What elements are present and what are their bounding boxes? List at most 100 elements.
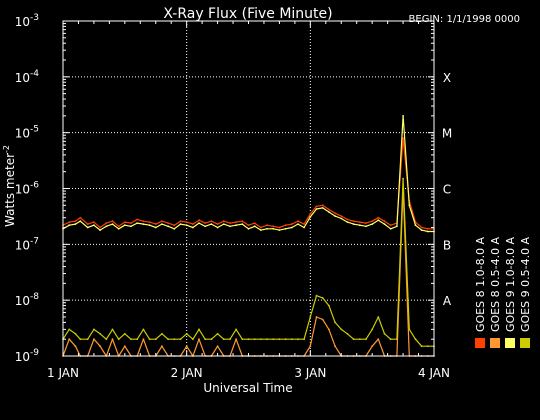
flare-class-label: A xyxy=(443,294,452,308)
series-point xyxy=(272,338,275,341)
series-point xyxy=(142,220,145,223)
series-point xyxy=(396,225,398,228)
series-point xyxy=(260,226,262,229)
flare-class-axis: A B C M X xyxy=(442,71,452,308)
series-point xyxy=(371,328,374,331)
series-point xyxy=(123,221,126,224)
series-point xyxy=(402,115,404,117)
legend-swatch xyxy=(505,338,515,348)
series-point xyxy=(328,211,330,213)
series-point xyxy=(198,222,200,225)
series-point xyxy=(229,222,231,225)
y-tick-label-exponent: -5 xyxy=(30,125,39,135)
y-tick-label-base: 10 xyxy=(15,183,30,197)
series-point xyxy=(402,137,404,140)
series-point xyxy=(272,227,275,230)
series-point xyxy=(371,345,374,348)
series-point xyxy=(86,226,89,229)
series-point xyxy=(130,338,132,341)
series-point xyxy=(142,328,145,331)
y-axis: 10-910-810-710-610-510-410-3 xyxy=(15,13,434,364)
series-point xyxy=(315,294,318,297)
series-point xyxy=(216,332,219,335)
series-point xyxy=(111,220,114,223)
series-point xyxy=(74,332,77,335)
series-point xyxy=(68,221,71,224)
y-tick-label-base: 10 xyxy=(15,294,30,308)
series-point xyxy=(241,338,244,341)
series-point xyxy=(111,338,114,341)
series-point xyxy=(290,223,293,226)
series-point xyxy=(117,225,120,228)
y-tick-label-exponent: -6 xyxy=(30,181,39,191)
series-point xyxy=(377,219,380,222)
series-point xyxy=(111,328,114,331)
series-point xyxy=(68,338,71,341)
series-point xyxy=(253,338,256,341)
series-point xyxy=(266,224,268,227)
series-point xyxy=(284,224,287,227)
series-point xyxy=(278,226,281,229)
series-point xyxy=(136,218,139,221)
series-point xyxy=(93,224,95,227)
legend: GOES 8 1.0-8.0 A GOES 8 0.5-4.0 A GOES 9 1… xyxy=(474,236,532,348)
series-point xyxy=(179,338,182,341)
series-point xyxy=(117,227,120,230)
series-point xyxy=(185,221,188,224)
series-point xyxy=(290,226,293,229)
x-axis: 1 JAN 2 JAN 3 JAN 4 JAN xyxy=(47,21,450,380)
x-axis-label: Universal Time xyxy=(203,381,292,395)
series-point xyxy=(420,226,423,229)
series-point xyxy=(278,229,281,232)
series-point xyxy=(414,224,417,227)
series-point xyxy=(389,227,392,230)
series-point xyxy=(167,222,170,225)
series-point xyxy=(222,338,225,341)
series-point xyxy=(358,221,361,224)
series-point xyxy=(210,223,213,226)
series-point xyxy=(204,225,207,228)
x-tick-label: 1 JAN xyxy=(47,366,79,380)
series-point xyxy=(198,328,200,331)
series-point xyxy=(105,338,108,341)
series-point xyxy=(154,223,157,226)
y-tick-label: 10-6 xyxy=(15,181,40,197)
series-point xyxy=(371,220,374,223)
series-point xyxy=(241,223,244,226)
series-point xyxy=(334,215,336,218)
series-point xyxy=(420,229,423,232)
series-point xyxy=(185,332,188,335)
series-point xyxy=(173,227,176,230)
series-point xyxy=(321,318,324,321)
series-point xyxy=(192,226,194,229)
series-point xyxy=(340,328,343,331)
series-point xyxy=(358,338,361,341)
series-point xyxy=(346,332,349,335)
y-tick-label: 10-7 xyxy=(15,236,39,252)
series-point xyxy=(334,345,336,348)
series-point xyxy=(309,216,312,218)
series-point xyxy=(179,220,182,223)
series-point xyxy=(123,332,126,335)
series-point xyxy=(297,338,299,341)
flare-class-label: B xyxy=(443,238,451,252)
legend-label: GOES 8 1.0-8.0 A xyxy=(474,236,487,332)
series-point xyxy=(334,212,336,215)
series-point xyxy=(210,338,213,341)
series-point xyxy=(396,338,398,341)
series-point xyxy=(358,224,361,227)
series-point xyxy=(154,338,157,341)
x-tick-label: 3 JAN xyxy=(294,366,326,380)
series-point xyxy=(79,338,82,341)
series-point xyxy=(303,226,305,229)
y-tick-label-exponent: -4 xyxy=(30,69,39,79)
series-point xyxy=(383,332,386,335)
series-point xyxy=(383,220,386,223)
series-point xyxy=(309,345,312,348)
series-point xyxy=(204,222,207,225)
series-point xyxy=(352,220,355,223)
y-tick-label-exponent: -9 xyxy=(30,348,39,358)
series-point xyxy=(340,215,343,218)
series-point xyxy=(402,177,404,180)
